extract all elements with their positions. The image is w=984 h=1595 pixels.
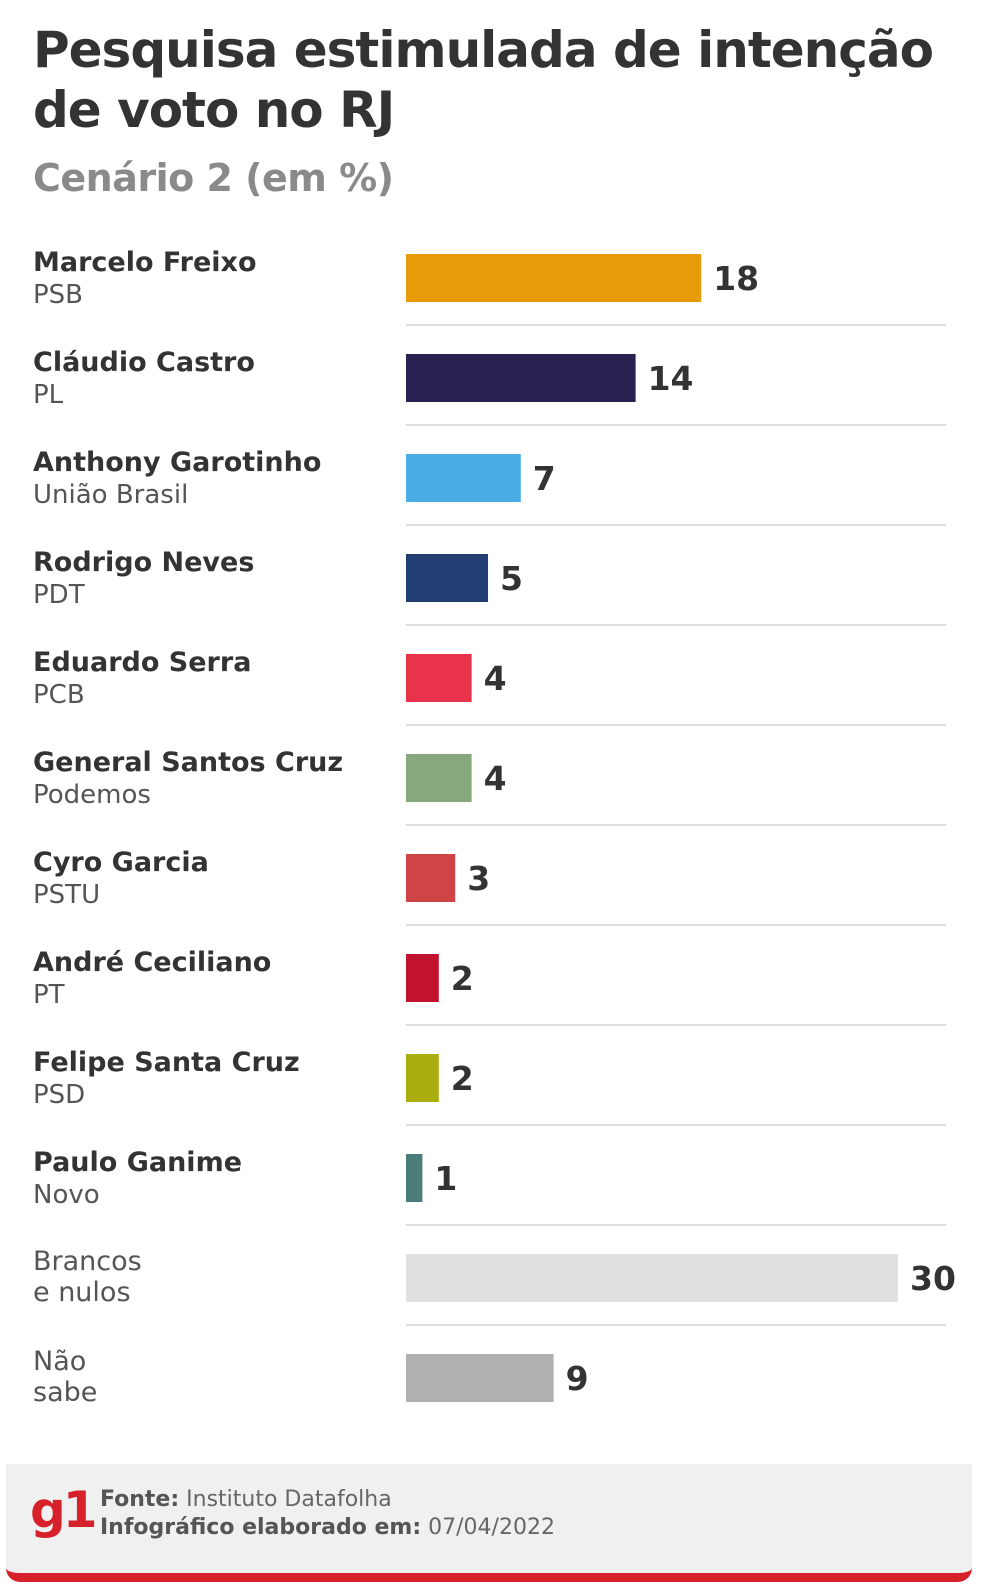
candidate-name: André Ceciliano [33,947,271,978]
bar-5 [406,754,472,802]
bar-8 [406,1054,439,1102]
bar-3 [406,554,488,602]
party-label: PSB [33,280,83,310]
value-label: 9 [566,1359,589,1398]
chart-title: Pesquisa estimulada de intenção de voto … [33,21,934,139]
candidate-name: Paulo Ganime [33,1147,242,1178]
footer: g1 Fonte: Instituto Datafolha Infográfic… [6,1464,972,1582]
value-label: 1 [434,1159,457,1198]
value-label: 4 [484,659,507,698]
candidate-name: Anthony Garotinho [33,447,321,478]
bar-1 [406,354,636,402]
bar-10 [406,1254,898,1302]
bar-4 [406,654,472,702]
party-label: PDT [33,580,85,610]
source-text: Instituto Datafolha [186,1487,392,1512]
g1-logo: g1 [30,1481,98,1539]
value-label: 2 [451,959,474,998]
candidate-name: Rodrigo Neves [33,547,254,578]
candidate-name: Felipe Santa Cruz [33,1047,300,1078]
category-label: e nulos [33,1277,131,1308]
date-label: Infográfico elaborado em: [100,1515,422,1540]
category-label: sabe [33,1377,97,1408]
candidate-name: Cláudio Castro [33,347,255,378]
category-label: Não [33,1346,86,1377]
party-label: PSTU [33,880,100,910]
bar-11 [406,1354,554,1402]
bar-0 [406,254,702,302]
candidate-name: Marcelo Freixo [33,247,257,278]
party-label: Novo [33,1180,100,1210]
date-text: 07/04/2022 [428,1515,555,1540]
value-label: 14 [648,359,694,398]
value-label: 3 [467,859,490,898]
candidate-name: Eduardo Serra [33,647,251,678]
value-label: 30 [910,1259,956,1298]
footer-credits: Fonte: Instituto Datafolha Infográfico e… [100,1486,555,1542]
value-label: 2 [451,1059,474,1098]
party-label: PCB [33,680,85,710]
value-label: 18 [713,259,759,298]
source-label: Fonte: [100,1487,180,1512]
value-label: 7 [533,459,556,498]
bar-2 [406,454,521,502]
party-label: PT [33,980,65,1010]
party-label: União Brasil [33,480,188,510]
value-label: 4 [484,759,507,798]
bar-9 [406,1154,423,1202]
party-label: Podemos [33,780,151,810]
party-label: PSD [33,1080,85,1110]
bar-6 [406,854,456,902]
value-label: 5 [500,559,523,598]
chart-subtitle: Cenário 2 (em %) [33,156,394,200]
party-label: PL [33,380,64,410]
category-label: Brancos [33,1246,142,1277]
candidate-name: General Santos Cruz [33,747,343,778]
bar-7 [406,954,439,1002]
candidate-name: Cyro Garcia [33,847,209,878]
